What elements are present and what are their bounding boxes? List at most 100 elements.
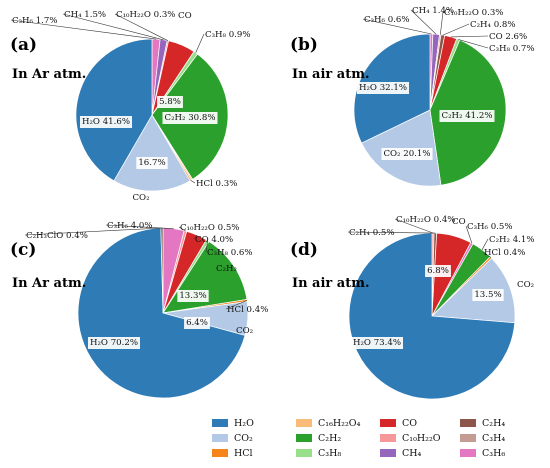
data-label-c10h22o: C₁₀H₂₂O 0.4% — [396, 215, 455, 225]
leader-line — [450, 35, 489, 38]
panel-label-text: (c) — [10, 240, 36, 260]
category-label-co2: CO₂ — [236, 326, 253, 336]
legend-label: C₂H₂ — [318, 433, 341, 444]
category-label-co2: CO₂ — [517, 280, 534, 290]
panel-label-text: (b) — [290, 35, 318, 55]
data-label-c2h2-text: C₂H₂ 4.1% — [489, 235, 535, 245]
category-label-c2h2-text: C₂H₂ — [216, 264, 237, 274]
data-label-co-bg — [157, 96, 183, 108]
leader-line — [442, 23, 470, 36]
legend-swatch — [460, 419, 476, 427]
leader-line — [105, 224, 174, 229]
data-label-co2-text: 16.7% — [138, 158, 165, 168]
category-label-co2-text: CO₂ — [236, 326, 253, 336]
data-label-h2o-bg — [87, 337, 141, 349]
data-label-c3h6-text: C₃H₆ 4.0% — [107, 221, 153, 231]
pie-panel-4: C₁₀H₂₂O 0.4%C₂H₄ 0.5% 6.8% CO C₃H₆ 0.5% C₂H₂… — [290, 215, 535, 400]
data-label-c10h22o: C₁₀H₂₂O 0.3% — [444, 8, 503, 18]
data-label-c2h4: C₂H₃ClO 0.4% — [26, 231, 88, 241]
data-label-c3h8: C₃H₈ 0.9% — [205, 30, 251, 40]
pie-slice-co2 — [361, 109, 442, 187]
data-label-h2o-bg — [356, 82, 410, 94]
data-label-co2: 6.4% — [184, 317, 210, 329]
leader-line — [347, 231, 436, 234]
category-label-co2-text: CO₂ — [517, 280, 534, 290]
data-label-c10h22o: C₁₀H₂₂O 0.5% — [180, 223, 239, 233]
panel-subtitle-text: In Ar atm. — [12, 67, 86, 82]
data-label-c3h6: C₃H₆ 4.0% — [107, 221, 153, 231]
data-label-hcl: HCl 0.4% — [484, 248, 525, 258]
legend-item-c16h22o4: C₁₆H₂₂O₄ — [296, 418, 361, 429]
data-label-co2-bg — [184, 317, 210, 329]
legend-swatch — [212, 449, 228, 457]
data-label-co2-text: CO₂ 20.1% — [383, 149, 430, 159]
legend-swatch — [212, 419, 228, 427]
legend-label: C₃H₈ — [318, 448, 341, 459]
data-label-c3h6-text: C₃H₆ 0.5% — [467, 222, 513, 232]
data-label-c3h6: C₃H₆ 1.7% — [12, 16, 58, 26]
leader-line — [205, 240, 208, 253]
legend-label: CO — [402, 418, 417, 429]
legend-item-hcl: HCl — [212, 448, 253, 459]
panel-subtitle-text: In air atm. — [292, 276, 370, 291]
legend-item-c3h8: C₃H₈ — [296, 448, 341, 459]
panel-label: (c) — [10, 240, 36, 260]
panel-label-text: (d) — [290, 240, 318, 260]
legend-item-c2h2: C₂H₂ — [296, 433, 341, 444]
data-label-h2o: H₂O 70.2% — [87, 337, 141, 349]
data-label-h2o-text: H₂O 70.2% — [90, 338, 138, 348]
data-label-ch4-text: CH₄ 1.5% — [64, 10, 106, 20]
leader-line — [114, 13, 169, 41]
leader-line — [193, 234, 198, 240]
data-label-co2: CO₂ 20.1% — [381, 148, 433, 160]
leader-line — [394, 218, 434, 234]
data-label-c2h4-text: C₂H₄ 0.5% — [349, 228, 395, 238]
data-label-ch4: CH₄ 1.4% — [412, 6, 454, 16]
panel-label: (d) — [290, 240, 318, 260]
legend-swatch — [380, 434, 396, 442]
pie-slices — [75, 38, 229, 192]
legend-item-ch4: CH₄ — [380, 448, 422, 459]
pie-slice-h2o — [75, 38, 153, 182]
legend-item-c3h4: C₃H₄ — [460, 433, 505, 444]
category-label-co: CO — [452, 217, 466, 227]
leader-line — [225, 300, 248, 310]
data-label-co2-text: 13.5% — [474, 290, 501, 300]
data-label-c3h6-text: C₃H₆ 0.6% — [364, 15, 410, 25]
data-label-co: CO 4.0% — [195, 235, 233, 245]
legend-swatch — [296, 449, 312, 457]
data-label-co-text: CO 2.6% — [489, 32, 527, 42]
data-label-c2h4-text: C₂H₄ 0.8% — [470, 20, 516, 30]
leader-line — [482, 251, 492, 258]
panel-label: (a) — [10, 35, 37, 55]
leader-line — [410, 9, 437, 35]
data-label-c3h8-text: C₃H₈ 0.9% — [205, 30, 251, 40]
leader-line — [190, 180, 196, 184]
data-label-co: 5.8% — [157, 96, 183, 108]
panel-label: (b) — [290, 35, 318, 55]
legend-label: C₃H₆ — [482, 448, 505, 459]
data-label-c2h2-bg — [439, 110, 495, 122]
pie-slice-h2o — [77, 227, 246, 399]
data-label-co2-text: 6.4% — [186, 318, 208, 328]
legend-item-h2o: H₂O — [212, 418, 254, 429]
data-label-h2o-bg — [79, 116, 133, 128]
data-label-c2h4: C₂H₄ 0.5% — [349, 228, 395, 238]
category-label-co2: CO₂ — [132, 193, 149, 203]
pie-labels: C₃H₆ 4.0% C₁₀H₂₂O 0.5% CO 4.0% C₃H₈ 0.6% 13.… — [24, 221, 268, 349]
data-label-hcl: HCl 0.4% — [227, 305, 268, 315]
pie-slice-co2 — [113, 114, 191, 192]
pie-slice-h2o — [348, 232, 516, 400]
data-label-h2o-text: H₂O 32.1% — [359, 83, 407, 93]
data-label-c2h2: C₂H₂ 4.1% — [489, 235, 535, 245]
data-label-c2h2: 13.3% — [177, 290, 209, 302]
legend-swatch — [380, 449, 396, 457]
data-label-hcl-text: HCl 0.3% — [196, 179, 237, 189]
data-label-c10h22o-text: C₁₀H₂₂O 0.5% — [180, 223, 239, 233]
leader-line — [24, 227, 162, 236]
legend: H₂O C₁₆H₂₂O₄ CO C₂H₄ CO₂ C₂H₂ C₁₀H₂₂O C₃H₄ HCl C₃… — [212, 418, 505, 459]
data-label-co2: 13.5% — [472, 289, 504, 301]
data-label-c2h2-text: C₂H₂ 41.2% — [442, 111, 493, 121]
data-label-c2h2-bg — [177, 290, 209, 302]
data-label-co2: 16.7% — [136, 157, 168, 169]
